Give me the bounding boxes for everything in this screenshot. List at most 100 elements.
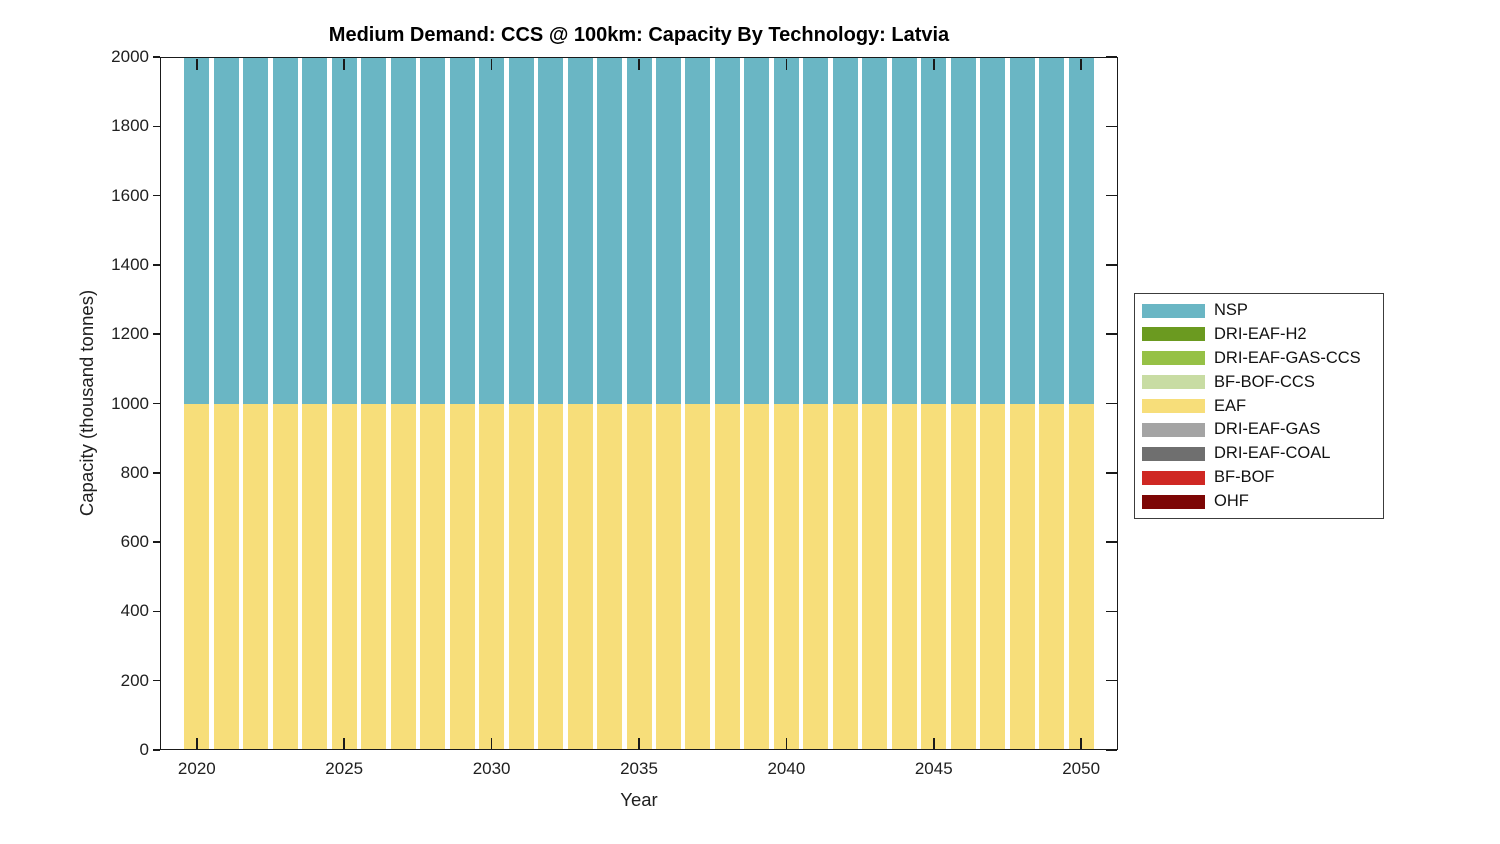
bar-segment-eaf xyxy=(243,403,269,750)
bar-segment-eaf xyxy=(567,403,593,750)
x-tick-top xyxy=(1080,58,1082,70)
y-tick-left xyxy=(152,610,160,613)
bar-segment-nsp xyxy=(538,57,564,404)
legend-label: EAF xyxy=(1214,396,1247,415)
x-tick-top xyxy=(785,58,788,70)
bar-2022 xyxy=(243,57,269,750)
bar-segment-nsp xyxy=(508,57,534,404)
bar-segment-nsp xyxy=(950,57,976,404)
bar-2021 xyxy=(213,57,239,750)
y-tick-left xyxy=(152,264,160,266)
bar-segment-nsp xyxy=(390,57,416,404)
bar-segment-eaf xyxy=(626,403,652,750)
y-tick-label: 1400 xyxy=(111,254,149,274)
y-tick-left xyxy=(152,679,160,682)
bar-segment-nsp xyxy=(1068,57,1094,404)
bar-segment-nsp xyxy=(744,57,770,404)
legend-label: OHF xyxy=(1214,492,1249,510)
legend-swatch xyxy=(1142,327,1205,342)
bar-segment-nsp xyxy=(449,57,475,404)
x-tick-top xyxy=(933,58,935,70)
bar-segment-nsp xyxy=(714,57,740,404)
bar-segment-nsp xyxy=(597,57,623,404)
x-axis-label: Year xyxy=(620,789,658,810)
bar-segment-nsp xyxy=(1039,57,1065,404)
y-tick-left xyxy=(152,749,160,751)
x-tick-bottom xyxy=(196,737,198,749)
plot-area xyxy=(160,57,1118,750)
y-tick-left xyxy=(152,472,160,474)
legend-swatch xyxy=(1142,351,1205,366)
bar-segment-eaf xyxy=(1068,403,1094,750)
y-tick-label: 800 xyxy=(120,462,149,482)
bar-2023 xyxy=(272,57,298,750)
bar-2038 xyxy=(714,57,740,750)
bar-2028 xyxy=(420,57,446,750)
bar-2025 xyxy=(331,57,357,750)
y-tick-label: 400 xyxy=(120,601,149,621)
x-tick-bottom xyxy=(638,737,640,749)
chart-title: Medium Demand: CCS @ 100km: Capacity By … xyxy=(328,24,950,46)
y-tick-right xyxy=(1105,56,1117,58)
y-tick-left xyxy=(152,125,160,128)
bar-segment-eaf xyxy=(420,403,446,750)
legend-item-dri-eaf-gas-ccs: DRI-EAF-GAS-CCS xyxy=(1142,347,1379,370)
bar-segment-eaf xyxy=(980,403,1006,750)
legend-swatch xyxy=(1142,470,1205,485)
bar-2049 xyxy=(1039,57,1065,750)
bar-segment-nsp xyxy=(832,57,858,404)
x-tick-label: 2045 xyxy=(914,759,953,778)
x-tick-top xyxy=(490,58,493,70)
bar-segment-eaf xyxy=(184,403,210,750)
bar-2031 xyxy=(508,57,534,750)
legend-item-bf-bof-ccs: BF-BOF-CCS xyxy=(1142,371,1379,394)
bar-segment-eaf xyxy=(1009,403,1035,750)
bar-segment-eaf xyxy=(272,403,298,750)
bar-segment-eaf xyxy=(891,403,917,750)
legend-item-dri-eaf-coal: DRI-EAF-COAL xyxy=(1142,442,1379,465)
y-tick-right xyxy=(1105,333,1117,335)
legend-label: BF-BOF-CCS xyxy=(1214,372,1315,391)
x-tick-label: 2030 xyxy=(472,759,511,778)
bar-segment-nsp xyxy=(184,57,210,404)
y-tick-right xyxy=(1105,541,1117,543)
bar-2047 xyxy=(980,57,1006,750)
bar-segment-eaf xyxy=(449,403,475,750)
bar-2020 xyxy=(184,57,210,750)
bar-segment-nsp xyxy=(685,57,711,404)
y-tick-label: 600 xyxy=(120,532,149,552)
bar-segment-eaf xyxy=(862,403,888,750)
bar-segment-eaf xyxy=(361,403,387,750)
y-tick-right xyxy=(1105,679,1117,682)
bar-2030 xyxy=(479,57,505,750)
bar-2039 xyxy=(744,57,770,750)
y-tick-left xyxy=(152,541,160,543)
legend: NSP DRI-EAF-H2 DRI-EAF-GAS-CCS BF-BOF-CCS EA… xyxy=(1134,293,1384,519)
bar-2035 xyxy=(626,57,652,750)
bar-segment-nsp xyxy=(479,57,505,404)
bar-segment-eaf xyxy=(832,403,858,750)
y-tick-label: 1600 xyxy=(111,185,149,205)
bar-segment-eaf xyxy=(744,403,770,750)
y-tick-right xyxy=(1105,125,1117,128)
bar-segment-eaf xyxy=(538,403,564,750)
bar-segment-nsp xyxy=(331,57,357,404)
legend-label: DRI-EAF-GAS-CCS xyxy=(1214,348,1361,367)
y-tick-left xyxy=(152,56,160,58)
x-tick-label: 2020 xyxy=(177,759,216,778)
bar-2032 xyxy=(538,57,564,750)
y-tick-label: 1800 xyxy=(111,116,149,136)
bar-2040 xyxy=(773,57,799,750)
x-tick-bottom xyxy=(1080,737,1082,749)
bar-segment-eaf xyxy=(921,403,947,750)
bar-segment-eaf xyxy=(302,403,328,750)
bar-2050 xyxy=(1068,57,1094,750)
legend-item-eaf: EAF xyxy=(1142,395,1379,418)
x-tick-bottom xyxy=(490,737,493,749)
x-tick-bottom xyxy=(785,737,788,749)
bar-segment-eaf xyxy=(213,403,239,750)
legend-label: DRI-EAF-GAS xyxy=(1214,420,1321,439)
bar-2045 xyxy=(921,57,947,750)
x-tick-top xyxy=(638,58,640,70)
